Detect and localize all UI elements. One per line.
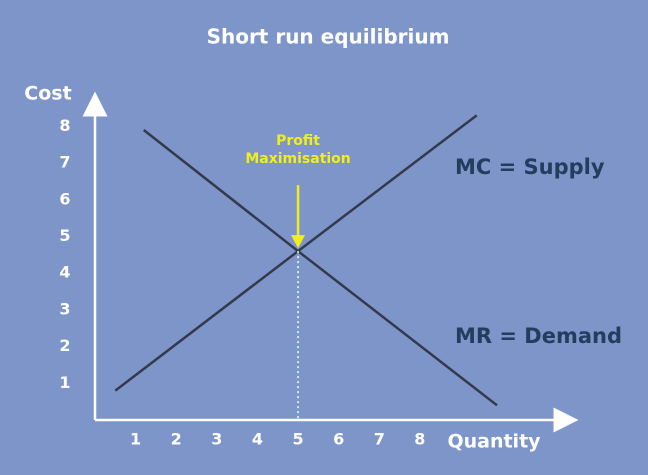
x-tick-label: 7 [374, 430, 385, 449]
legend-label: MC = Supply [455, 155, 605, 179]
x-tick-label: 1 [130, 430, 141, 449]
y-axis-label: Cost [24, 83, 71, 105]
annotation-text: Profit [276, 133, 320, 149]
y-tick-label: 3 [59, 299, 70, 318]
y-tick-label: 6 [59, 189, 70, 208]
y-tick-label: 1 [59, 373, 70, 392]
y-tick-label: 8 [59, 116, 70, 135]
legend-label: MR = Demand [455, 324, 622, 348]
x-tick-label: 6 [333, 430, 344, 449]
y-tick-label: 4 [59, 263, 70, 282]
y-tick-label: 2 [59, 336, 70, 355]
x-tick-label: 8 [414, 430, 425, 449]
x-tick-label: 2 [171, 430, 182, 449]
y-tick-label: 5 [59, 226, 70, 245]
annotation-text: Maximisation [245, 151, 350, 167]
chart-title: Short run equilibrium [207, 25, 450, 49]
x-tick-label: 3 [211, 430, 222, 449]
annotation-arrow-head [291, 235, 306, 249]
y-tick-label: 7 [59, 153, 70, 172]
x-tick-label: 5 [292, 430, 303, 449]
x-tick-label: 4 [252, 430, 263, 449]
x-axis-label: Quantity [447, 431, 541, 453]
